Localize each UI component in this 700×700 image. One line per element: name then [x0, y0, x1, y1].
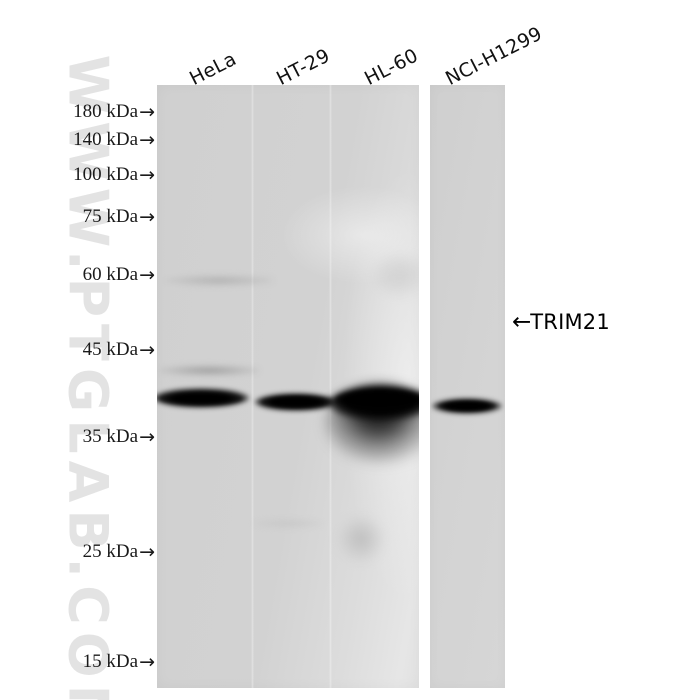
lane-label-nci-h1299: NCI-H1299	[442, 22, 546, 91]
mw-marker-45: 45 kDa→	[82, 339, 155, 361]
target-protein-annotation: ← TRIM21	[512, 311, 610, 334]
mw-marker-60: 60 kDa→	[82, 264, 155, 286]
mw-arrow-icon: →	[139, 264, 155, 286]
faint-band-hela-60kda	[159, 365, 259, 376]
mw-label-180: 180 kDa	[73, 101, 139, 122]
mw-label-75: 75 kDa	[82, 206, 139, 227]
mw-label-35: 35 kDa	[82, 426, 139, 447]
lane-label-hl60: HL-60	[361, 44, 422, 90]
left-arrow-icon: ←	[512, 309, 531, 335]
mw-arrow-icon: →	[139, 541, 155, 563]
mw-marker-25: 25 kDa→	[82, 541, 155, 563]
mw-arrow-icon: →	[139, 206, 155, 228]
band-hela-trim21	[157, 388, 249, 408]
mw-marker-180: 180 kDa→	[73, 101, 155, 123]
mw-ladder: 180 kDa→ 140 kDa→ 100 kDa→ 75 kDa→ 60 kD…	[0, 0, 155, 700]
mw-label-15: 15 kDa	[82, 651, 139, 672]
lane-label-ht29: HT-29	[273, 44, 334, 90]
target-protein-label: TRIM21	[530, 310, 610, 334]
mw-marker-35: 35 kDa→	[82, 426, 155, 448]
band-h1299-trim21-core	[438, 401, 496, 411]
faint-band-hela-upper	[165, 275, 273, 286]
band-hl60-smear	[325, 385, 419, 463]
mw-label-60: 60 kDa	[82, 264, 139, 285]
mw-marker-140: 140 kDa→	[73, 129, 155, 151]
mw-marker-100: 100 kDa→	[73, 164, 155, 186]
membrane-panel-right	[430, 85, 505, 688]
band-hl60-trim21-core	[335, 390, 419, 410]
band-ht29-trim21	[255, 393, 337, 411]
lane-divider	[251, 85, 254, 688]
mw-label-140: 140 kDa	[73, 129, 139, 150]
lane-label-hela: HeLa	[186, 47, 241, 90]
mw-marker-75: 75 kDa→	[82, 206, 155, 228]
band-h1299-trim21	[432, 398, 502, 414]
mw-arrow-icon: →	[139, 101, 155, 123]
mw-marker-15: 15 kDa→	[82, 651, 155, 673]
mw-label-100: 100 kDa	[73, 164, 139, 185]
mw-label-45: 45 kDa	[82, 339, 139, 360]
mw-label-25: 25 kDa	[82, 541, 139, 562]
mw-arrow-icon: →	[139, 651, 155, 673]
band-hela-trim21-core	[159, 392, 243, 405]
lane-divider	[329, 85, 332, 688]
faint-artifact	[375, 255, 419, 295]
faint-band-hl60-35kda	[339, 517, 383, 561]
membrane-panel-main	[157, 85, 419, 688]
mw-arrow-icon: →	[139, 164, 155, 186]
mw-arrow-icon: →	[139, 426, 155, 448]
band-ht29-trim21-core	[261, 396, 331, 408]
faint-band-ht29-35kda	[253, 519, 323, 528]
mw-arrow-icon: →	[139, 129, 155, 151]
band-hl60-trim21	[329, 386, 419, 420]
mw-arrow-icon: →	[139, 339, 155, 361]
